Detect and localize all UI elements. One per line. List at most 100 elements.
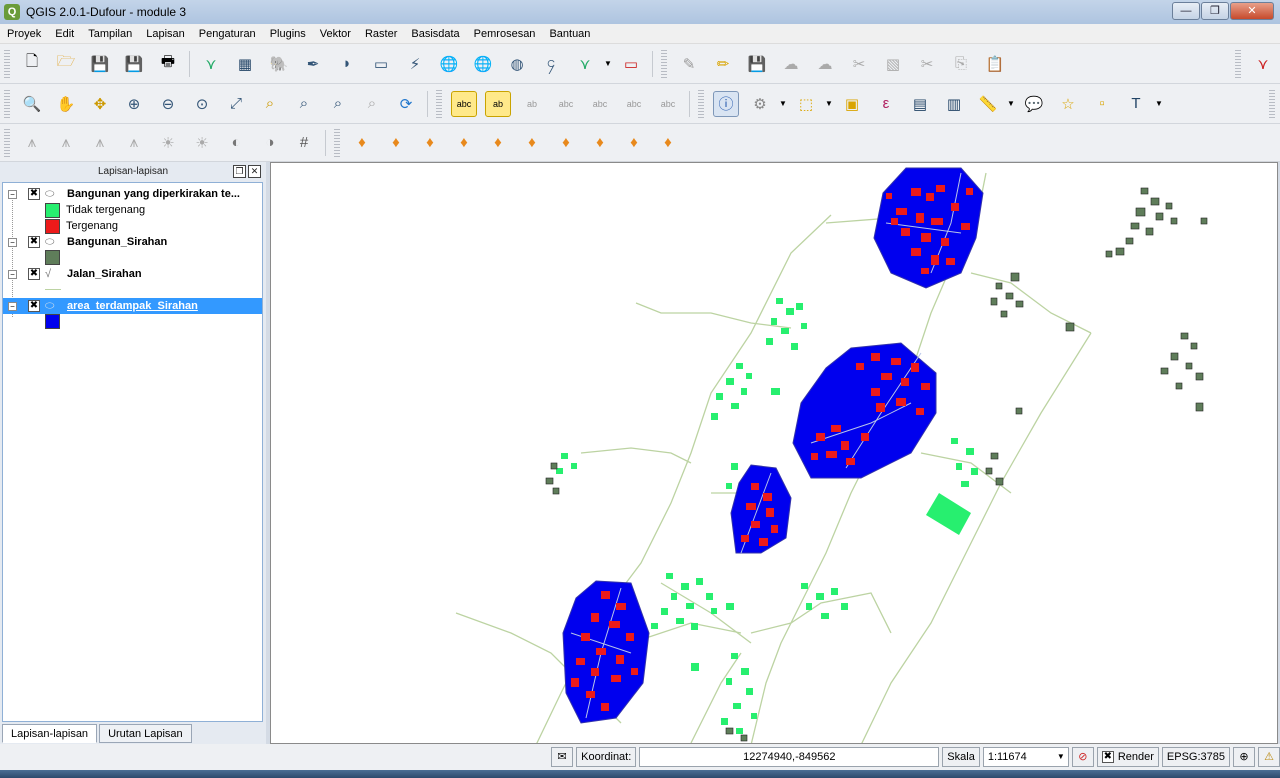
gdal-sliders-icon[interactable]: ♦ (460, 134, 468, 151)
add-wcs-icon[interactable]: 🌐 (439, 55, 459, 73)
zoom-in-icon[interactable]: ⊕ (127, 95, 141, 113)
gdal-tools-icon[interactable]: ♦ (392, 134, 400, 151)
remove-layer-icon[interactable]: ▭ (623, 55, 639, 73)
new-bookmark-icon[interactable]: ☆ (1061, 95, 1075, 113)
label-move-icon[interactable]: abc (558, 98, 574, 109)
crs-globe-icon[interactable]: ⊕ (1233, 747, 1255, 767)
pan-icon[interactable]: ✋ (56, 95, 76, 113)
map-canvas[interactable] (270, 162, 1278, 744)
open-project-icon[interactable]: 🗁 (56, 53, 76, 70)
toolbar-grip[interactable] (4, 49, 10, 78)
raster-stretch-icon[interactable]: ⩚ (61, 134, 71, 151)
chevron-down-icon[interactable]: ▼ (1056, 752, 1065, 761)
layer-visibility-checkbox[interactable]: ✖ (28, 188, 40, 200)
attribute-table-icon[interactable]: ▤ (912, 95, 928, 113)
close-panel-button[interactable]: ✕ (248, 165, 261, 178)
new-project-icon[interactable]: 🗋 (25, 53, 39, 70)
statistics-icon[interactable]: ▥ (946, 95, 962, 113)
float-panel-button[interactable]: ❐ (233, 165, 246, 178)
layer-tree[interactable]: − ✖ ⬭ Bangunan yang diperkirakan te... T… (2, 182, 263, 722)
collapse-icon[interactable]: − (8, 189, 17, 199)
gdal-layers-icon[interactable]: ♦ (664, 134, 672, 151)
menu-proyek[interactable]: Proyek (7, 27, 42, 40)
zoom-out-icon[interactable]: ⊖ (161, 95, 175, 113)
symbol-line-road[interactable] (45, 289, 61, 290)
annotation-icon[interactable]: 💬 (1024, 95, 1044, 113)
chevron-down-icon[interactable]: ▼ (604, 59, 612, 68)
zoom-layer-icon[interactable]: ⌕ (265, 95, 275, 112)
raster-info-icon[interactable]: ◐ (231, 134, 241, 151)
layer-visibility-checkbox[interactable]: ✖ (28, 236, 40, 248)
gdal-refresh-icon[interactable]: ♦ (426, 134, 434, 151)
grid-icon[interactable]: # (299, 134, 309, 151)
close-button[interactable]: ✕ (1230, 2, 1274, 20)
chevron-down-icon[interactable]: ▼ (779, 99, 787, 108)
digitize-icon[interactable]: ⋎ (1257, 55, 1269, 73)
menu-plugins[interactable]: Plugins (269, 27, 306, 40)
deselect-icon[interactable]: ▣ (844, 95, 860, 113)
zoom-last-icon[interactable]: ⌕ (333, 95, 343, 112)
layer-row-area-terdampak[interactable]: − ✖ ⬭ area_terdampak_Sirahan (3, 298, 262, 314)
pan-map-icon[interactable]: ✥ (93, 95, 107, 113)
layer-row-jalan-sirahan[interactable]: − ✖ √ Jalan_Sirahan (3, 266, 262, 282)
add-spatialite-icon[interactable]: ✒ (306, 55, 320, 73)
coordinate-field[interactable]: 12274940,-849562 (639, 747, 940, 767)
label-pin-icon[interactable]: ab (485, 90, 511, 117)
show-bookmarks-icon[interactable]: ▫ (1099, 95, 1105, 112)
text-annotation-icon[interactable]: T (1131, 95, 1141, 112)
select-icon[interactable]: ⬚ (798, 95, 814, 113)
node-tool-icon[interactable]: ✂ (852, 55, 866, 73)
add-wms-icon[interactable]: ⚡ (409, 55, 421, 73)
measure-line-icon[interactable]: 📏 (978, 95, 998, 113)
menu-edit[interactable]: Edit (55, 27, 75, 40)
messages-warning-icon[interactable]: ⚠ (1258, 747, 1280, 767)
tab-layer-order[interactable]: Urutan Lapisan (99, 724, 192, 743)
menu-bantuan[interactable]: Bantuan (549, 27, 591, 40)
symbol-swatch-flooded[interactable] (45, 219, 60, 234)
affected-area-2[interactable] (792, 342, 937, 479)
identify-icon[interactable]: ⓘ (713, 90, 739, 117)
gdal-swap-icon[interactable]: ♦ (562, 134, 570, 151)
symbol-swatch-not-flooded[interactable] (45, 203, 60, 218)
toggle-editing-icon[interactable]: ✏ (716, 55, 730, 73)
raster-local-icon[interactable]: ⩚ (95, 134, 105, 151)
add-mssql-icon[interactable]: ◗ (342, 55, 352, 72)
toolbar-grip[interactable] (334, 128, 340, 157)
label-edit-icon[interactable]: abc (660, 98, 676, 109)
label-change-icon[interactable]: abc (626, 98, 642, 109)
save-edits-icon[interactable]: 💾 (747, 55, 767, 73)
zoom-full-icon[interactable]: ⤢ (229, 95, 242, 112)
measure-tool-icon[interactable]: ⚙ (753, 95, 767, 113)
menu-tampilan[interactable]: Tampilan (88, 27, 133, 40)
zoom-selection-icon[interactable]: ⌕ (299, 95, 309, 112)
toolbar-grip[interactable] (4, 89, 10, 118)
add-oracle-icon[interactable]: ▭ (373, 55, 389, 73)
brightness-icon[interactable]: ☀ (161, 134, 175, 152)
maximize-button[interactable]: ❐ (1201, 2, 1229, 20)
add-delimited-icon[interactable]: ◍ (510, 55, 524, 73)
toolbar-grip[interactable] (1269, 89, 1275, 118)
gdal-icon[interactable]: ♦ (358, 134, 366, 151)
menu-pengaturan[interactable]: Pengaturan (198, 27, 256, 40)
raster-histogram-icon[interactable]: ⩚ (27, 134, 37, 151)
raster-settings-icon[interactable]: ◑ (265, 134, 275, 151)
raster-full-icon[interactable]: ⩚ (129, 134, 139, 151)
coordinate-toggle-icon[interactable]: ✉ (551, 747, 574, 767)
gdal-download-icon[interactable]: ♦ (630, 134, 638, 151)
collapse-icon[interactable]: − (8, 237, 17, 247)
symbol-swatch-building[interactable] (45, 250, 60, 265)
add-vector-icon[interactable]: ⋎ (205, 55, 217, 73)
add-wfs-icon[interactable]: 🌐 (473, 55, 493, 73)
crs-status[interactable]: EPSG:3785 (1161, 747, 1230, 767)
label-icon[interactable]: abc (451, 90, 477, 117)
expression-icon[interactable]: ε (882, 95, 890, 112)
toolbar-grip[interactable] (436, 89, 442, 118)
chevron-down-icon[interactable]: ▼ (1155, 99, 1163, 108)
menu-vektor[interactable]: Vektor (319, 27, 351, 40)
menu-raster[interactable]: Raster (364, 27, 398, 40)
print-composer-icon[interactable]: 🖶 (160, 53, 176, 70)
save-project-icon[interactable]: 💾 (90, 55, 110, 73)
cut-icon[interactable]: ✂ (920, 55, 934, 73)
symbol-swatch-affected-area[interactable] (45, 314, 60, 329)
map-svg[interactable] (271, 163, 1278, 744)
